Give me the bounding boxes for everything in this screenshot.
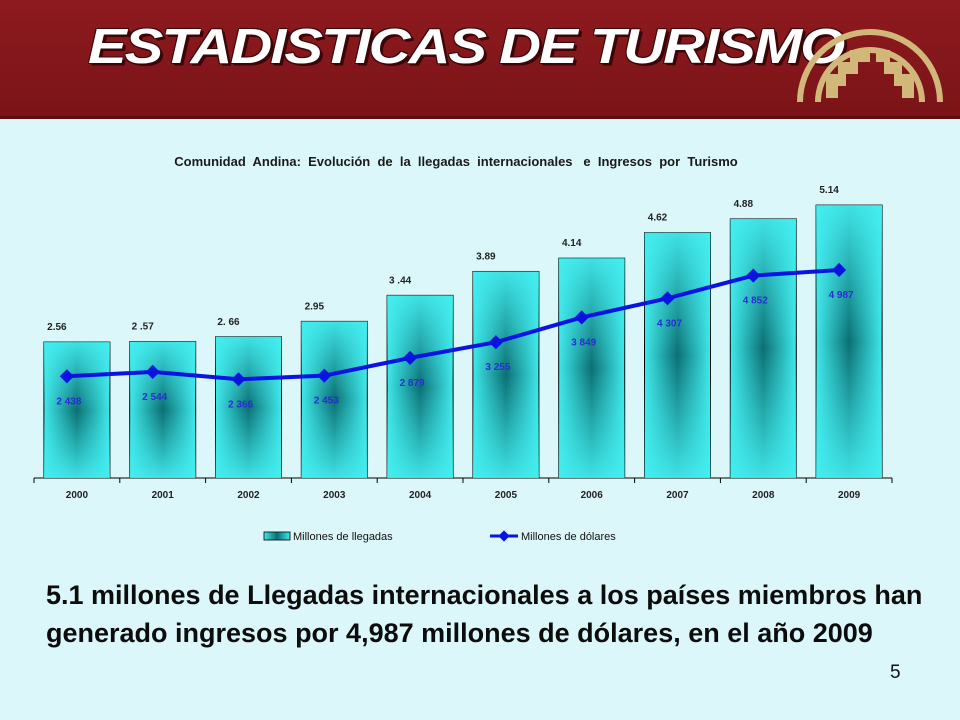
legend-label-revenue: Millones de dólares bbox=[521, 531, 616, 543]
line-point bbox=[746, 268, 761, 283]
line-data-label: 2 366 bbox=[228, 399, 253, 410]
line-data-label: 3 255 bbox=[485, 362, 510, 373]
line-point bbox=[574, 310, 589, 325]
x-tick-label: 2008 bbox=[752, 490, 775, 501]
header-banner: ESTADISTICAS DE TURISMO bbox=[0, 0, 960, 119]
chart-title: Comunidad Andina: Evolución de la llegad… bbox=[174, 154, 737, 169]
line-point bbox=[231, 372, 246, 387]
bar-highlight bbox=[387, 295, 454, 478]
line-point bbox=[832, 262, 847, 278]
page-number: 5 bbox=[890, 662, 901, 683]
bar-highlight bbox=[730, 218, 797, 478]
line-point bbox=[317, 368, 332, 383]
bar-data-label: 2.95 bbox=[305, 301, 325, 312]
bar-data-label: 3.89 bbox=[476, 251, 496, 262]
bar-data-label: 4.88 bbox=[734, 199, 754, 210]
line-data-label: 2 438 bbox=[56, 396, 81, 407]
legend-label-arrivals: Millones de llegadas bbox=[293, 531, 393, 543]
bar-highlight bbox=[301, 321, 368, 478]
bar-data-label: 2 .57 bbox=[132, 322, 155, 333]
line-data-label: 2 879 bbox=[400, 378, 425, 389]
x-tick-label: 2006 bbox=[581, 490, 604, 501]
bar-data-label: 4.14 bbox=[562, 238, 582, 249]
line-point bbox=[403, 350, 418, 365]
summary-caption: 5.1 millones de Llegadas internacionales… bbox=[46, 580, 923, 648]
x-tick-label: 2000 bbox=[66, 490, 89, 501]
line-data-label: 4 852 bbox=[743, 296, 768, 307]
bar-data-label: 4.62 bbox=[648, 213, 668, 224]
bar-highlight bbox=[215, 336, 282, 478]
page-title: ESTADISTICAS DE TURISMO bbox=[88, 18, 845, 75]
x-tick-label: 2007 bbox=[666, 490, 689, 501]
bar-highlight bbox=[129, 341, 196, 478]
line-point bbox=[59, 369, 74, 384]
chart-legend: Millones de llegadas Millones de dólares bbox=[263, 530, 616, 543]
bar-data-label: 5.14 bbox=[819, 185, 839, 196]
line-point bbox=[488, 335, 503, 350]
bar-highlight bbox=[816, 205, 883, 478]
plot-area: 2.56 2000 2 .57 2001 2. 66 2002 2.95 2003 3 .44 2… bbox=[33, 185, 893, 501]
line-point bbox=[660, 291, 675, 306]
legend-bar-swatch bbox=[263, 531, 291, 541]
series-line-revenue bbox=[66, 267, 840, 382]
x-tick-label: 2003 bbox=[323, 490, 346, 501]
bar-data-label: 2.56 bbox=[47, 322, 67, 333]
legend-line-marker bbox=[498, 530, 510, 542]
line-data-label: 3 849 bbox=[571, 337, 596, 348]
line-data-label: 2 544 bbox=[142, 392, 167, 403]
x-tick-label: 2002 bbox=[237, 490, 260, 501]
bar-data-label: 2. 66 bbox=[217, 317, 240, 328]
line-data-label: 4 987 bbox=[829, 290, 854, 301]
x-tick-label: 2009 bbox=[838, 490, 861, 501]
line-point bbox=[145, 364, 160, 379]
line-data-label: 4 307 bbox=[657, 318, 682, 329]
bar-highlight bbox=[558, 258, 625, 478]
tourism-chart: Comunidad Andina: Evolución de la llegad… bbox=[33, 154, 893, 543]
bar-highlight bbox=[43, 342, 110, 478]
bar-data-label: 3 .44 bbox=[389, 275, 412, 286]
line-data-label: 2 453 bbox=[314, 396, 339, 407]
x-tick-label: 2004 bbox=[409, 490, 432, 501]
x-tick-label: 2001 bbox=[152, 490, 175, 501]
andean-community-logo bbox=[797, 29, 943, 103]
bar-highlight bbox=[472, 271, 539, 478]
chart-area: Comunidad Andina: Evolución de la llegad… bbox=[0, 140, 960, 560]
x-tick-label: 2005 bbox=[495, 490, 518, 501]
bar-highlight bbox=[644, 232, 711, 478]
